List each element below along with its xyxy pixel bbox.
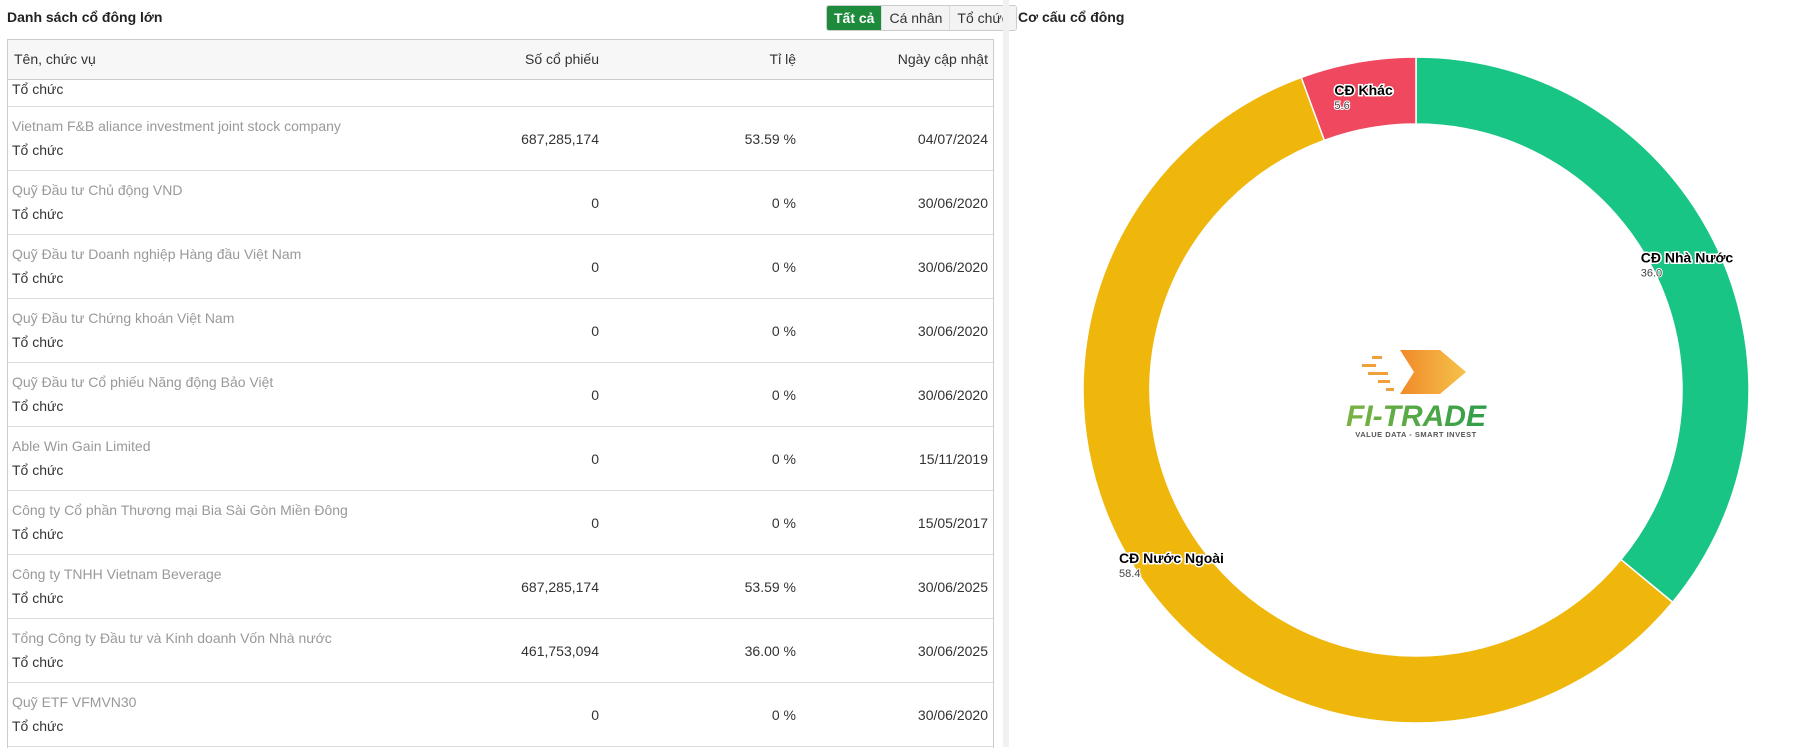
logo: FI-TRADE VALUE DATA - SMART INVEST — [1346, 350, 1487, 439]
shareholder-name: Quỹ Đầu tư Chứng khoán Việt Nam — [12, 310, 235, 326]
panel-divider — [1003, 0, 1009, 747]
segment-value: 36.0 — [1641, 267, 1662, 279]
update-date: 15/11/2019 — [918, 451, 988, 467]
logo-dots — [1362, 356, 1394, 391]
column-header: Tên, chức vụ — [14, 51, 96, 67]
segment-value: 58.4 — [1119, 568, 1140, 580]
shares: 687,285,174 — [521, 131, 599, 147]
shareholder-role: Tổ chức — [12, 462, 64, 478]
update-date: 30/06/2020 — [917, 707, 988, 723]
shareholder-role: Tổ chức — [12, 718, 64, 734]
table-row: Able Win Gain Limited Tổ chức 0 0 % 15/11/20… — [8, 427, 993, 491]
update-date: 30/06/2025 — [917, 579, 988, 595]
shareholder-role: Tổ chức — [12, 526, 64, 542]
ratio: 36.00 % — [744, 643, 796, 659]
ratio: 53.59 % — [744, 131, 796, 147]
column-header: Số cổ phiếu — [525, 51, 599, 67]
table-row: Quỹ Đầu tư Cổ phiếu Năng động Bảo Việt Tổ… — [8, 363, 993, 427]
segment-value: 5.6 — [1334, 100, 1349, 112]
shareholder-name: Tổng Công ty Đầu tư và Kinh doanh Vốn Nh… — [12, 630, 332, 646]
table-row: Vietnam F&B aliance investment joint sto… — [8, 107, 993, 171]
shareholder-name: Quỹ Đầu tư Doanh nghiệp Hàng đầu Việt Na… — [12, 246, 302, 262]
update-date: 30/06/2020 — [917, 195, 988, 211]
shares: 461,753,094 — [521, 643, 599, 659]
column-header: Tỉ lệ — [769, 51, 796, 67]
shares: 0 — [591, 515, 599, 531]
update-date: 30/06/2020 — [917, 259, 988, 275]
ratio: 0 % — [771, 515, 796, 531]
ratio: 0 % — [771, 195, 796, 211]
ratio: 0 % — [771, 387, 796, 403]
shareholder-name: Công ty Cổ phần Thương mại Bia Sài Gòn M… — [12, 502, 348, 518]
shareholder-table: Tên, chức vụ Số cổ phiếu Tỉ lệ Ngày cập … — [7, 39, 994, 748]
donut-segment — [1415, 56, 1750, 604]
donut-segment — [1300, 56, 1417, 142]
update-date: 30/06/2020 — [917, 323, 988, 339]
segment-label: CĐ Nhà Nước — [1641, 249, 1734, 265]
table-row: Quỹ Đầu tư Chủ động VND Tổ chức 0 0 % 30/06/… — [8, 171, 993, 235]
shares: 0 — [591, 323, 599, 339]
panel-title: Danh sách cổ đông lớn — [7, 9, 163, 25]
logo-arrow — [1400, 350, 1466, 394]
update-date: 15/05/2017 — [917, 515, 988, 531]
ratio: 0 % — [771, 707, 796, 723]
update-date: 30/06/2025 — [917, 643, 988, 659]
update-date: 30/06/2020 — [917, 387, 988, 403]
table-row: Tổ chức — [8, 80, 993, 107]
column-header: Ngày cập nhật — [897, 51, 988, 67]
shares: 0 — [591, 451, 599, 467]
shareholder-role: Tổ chức — [12, 81, 64, 97]
table-header: Tên, chức vụ Số cổ phiếu Tỉ lệ Ngày cập … — [8, 40, 993, 80]
shares: 0 — [591, 707, 599, 723]
shareholder-role: Tổ chức — [12, 398, 64, 414]
shares: 0 — [591, 259, 599, 275]
shareholder-name: Công ty TNHH Vietnam Beverage — [12, 566, 222, 582]
shareholder-role: Tổ chức — [12, 270, 64, 286]
table-row: Quỹ Đầu tư Chứng khoán Việt Nam Tổ chức 0 0… — [8, 299, 993, 363]
ratio: 0 % — [771, 451, 796, 467]
shareholder-name: Quỹ Đầu tư Chủ động VND — [12, 182, 183, 198]
update-date: 04/07/2024 — [917, 131, 988, 147]
segment-label: CĐ Khác — [1334, 82, 1393, 98]
segment-label: CĐ Nước Ngoài — [1119, 550, 1224, 566]
shareholder-role: Tổ chức — [12, 142, 64, 158]
shareholder-name: Vietnam F&B aliance investment joint sto… — [12, 118, 341, 134]
chart-title: Cơ cấu cổ đông — [1018, 9, 1125, 25]
shares: 0 — [591, 195, 599, 211]
table-row: Công ty Cổ phần Thương mại Bia Sài Gòn M… — [8, 491, 993, 555]
shareholder-role: Tổ chức — [12, 590, 64, 606]
shareholder-name: Quỹ ETF VFMVN30 — [12, 694, 137, 710]
shareholder-role: Tổ chức — [12, 334, 64, 350]
ratio: 0 % — [771, 323, 796, 339]
shareholder-name: Quỹ Đầu tư Cổ phiếu Năng động Bảo Việt — [12, 374, 274, 390]
logo-name: FI-TRADE — [1346, 400, 1487, 433]
donut-segment — [1082, 76, 1674, 724]
filter-button[interactable]: Tất cả — [827, 6, 882, 30]
logo-tagline: VALUE DATA - SMART INVEST — [1355, 430, 1476, 439]
table-row: Quỹ Đầu tư Doanh nghiệp Hàng đầu Việt Na… — [8, 235, 993, 299]
filter-group: Tất cả Cá nhân Tổ chức — [826, 5, 1017, 31]
table-row: Công ty TNHH Vietnam Beverage Tổ chức 687,… — [8, 555, 993, 619]
shares: 0 — [591, 387, 599, 403]
filter-button[interactable]: Cá nhân — [881, 6, 950, 30]
shareholder-role: Tổ chức — [12, 654, 64, 670]
shareholder-role: Tổ chức — [12, 206, 64, 222]
shares: 687,285,174 — [521, 579, 599, 595]
ratio: 0 % — [771, 259, 796, 275]
table-row: Tổng Công ty Đầu tư và Kinh doanh Vốn Nh… — [8, 619, 993, 683]
ratio: 53.59 % — [744, 579, 796, 595]
shareholder-name: Able Win Gain Limited — [12, 438, 151, 454]
